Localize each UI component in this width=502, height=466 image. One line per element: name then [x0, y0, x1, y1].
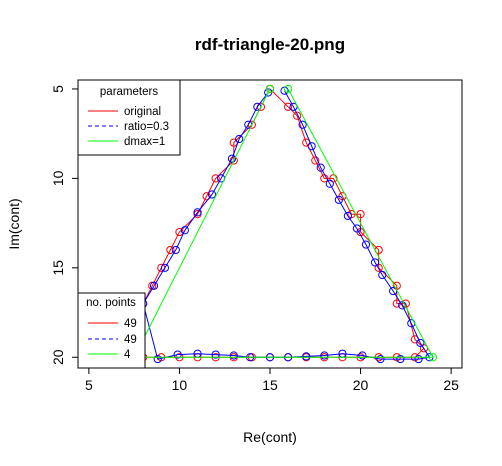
data-point	[370, 258, 380, 267]
legend-label-dmax: dmax=1	[124, 136, 165, 148]
legend-parameters-title: parameters	[100, 86, 158, 98]
data-point	[175, 227, 184, 237]
data-point	[229, 156, 238, 165]
y-axis-label: Im(cont)	[6, 198, 22, 249]
y-axis: 5 10 15 20	[50, 85, 78, 365]
data-point	[166, 245, 175, 255]
data-point	[358, 351, 367, 360]
x-axis: 5 10 15 20 25	[85, 368, 459, 393]
legend-parameters-box	[77, 79, 181, 156]
legend-no-points-box	[77, 292, 146, 369]
data-point	[293, 111, 302, 120]
data-point	[298, 120, 307, 129]
x-tick-label: 10	[172, 377, 188, 393]
series-ratio-0-3	[139, 86, 434, 364]
data-point	[334, 195, 343, 204]
data-point	[343, 211, 352, 221]
data-point	[211, 350, 220, 359]
legend-parameters: parameters original ratio=0.3 dmax=1	[77, 79, 181, 156]
legend-count-dmax: 4	[124, 349, 131, 361]
legend-no-points-title: no. points	[86, 297, 136, 309]
y-tick-label: 5	[50, 85, 66, 93]
data-point	[302, 352, 311, 361]
data-point	[229, 351, 238, 360]
data-point	[396, 354, 405, 364]
data-point	[180, 226, 189, 235]
data-point	[149, 281, 159, 290]
data-point	[352, 224, 362, 233]
legend-label-ratio: ratio=0.3	[124, 121, 169, 133]
x-tick-label: 25	[443, 377, 459, 393]
data-point	[160, 263, 170, 272]
y-tick-label: 15	[50, 260, 66, 276]
data-point	[284, 102, 293, 111]
x-tick-label: 20	[353, 377, 369, 393]
y-tick-label: 20	[50, 349, 66, 365]
data-point	[378, 270, 387, 280]
data-point	[289, 102, 298, 111]
data-point	[207, 190, 217, 199]
data-point	[227, 154, 237, 163]
data-point	[211, 174, 220, 183]
y-tick-label: 10	[50, 170, 66, 186]
data-point	[173, 350, 182, 359]
data-point	[284, 84, 293, 94]
x-axis-label: Re(cont)	[243, 429, 297, 445]
data-point	[392, 299, 401, 308]
legend-count-ratio: 49	[124, 334, 137, 346]
data-point	[171, 245, 180, 255]
x-tick-label: 15	[262, 377, 278, 393]
legend-label-original: original	[124, 106, 161, 118]
data-point	[307, 142, 316, 151]
chart-title: rdf-triangle-20.png	[195, 35, 345, 54]
series-line	[133, 88, 434, 358]
data-point	[153, 354, 162, 364]
x-tick-label: 5	[85, 377, 93, 393]
legend-count-original: 49	[124, 318, 137, 330]
data-point	[193, 208, 202, 217]
legend-no-points: no. points 49 49 4	[77, 292, 146, 369]
data-point	[376, 354, 385, 364]
data-point	[265, 84, 275, 94]
data-point	[235, 134, 244, 144]
data-point	[356, 210, 365, 219]
data-point	[325, 179, 334, 188]
data-point	[428, 353, 438, 362]
series-layer	[130, 84, 438, 364]
data-point	[398, 301, 407, 310]
series-line	[142, 90, 431, 360]
data-point	[416, 338, 425, 348]
data-point	[320, 351, 329, 360]
data-point	[311, 156, 320, 165]
data-point	[414, 354, 423, 364]
data-point	[361, 240, 371, 249]
data-point	[316, 163, 325, 172]
